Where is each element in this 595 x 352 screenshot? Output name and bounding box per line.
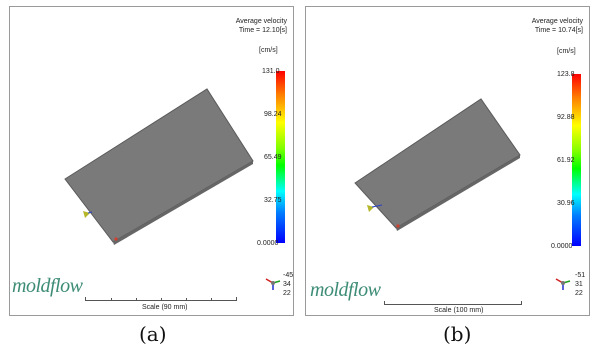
part-model[interactable] [306, 7, 589, 315]
moldflow-logo: moldflow [12, 275, 83, 297]
legend-tick: 92.88 [557, 114, 575, 121]
plate-edge [113, 161, 253, 245]
legend-tick: 0.0000 [551, 243, 573, 250]
legend-tick: 0.0000 [257, 240, 279, 247]
legend-tick: 65.49 [264, 154, 282, 161]
scale-tick [111, 298, 112, 301]
scale-tick [236, 297, 237, 300]
plate-surface [64, 88, 254, 243]
orientation-triad-icon [555, 278, 571, 290]
color-bar [276, 71, 285, 243]
vent-marker [114, 237, 118, 241]
scale-label: Scale (100 mm) [434, 307, 484, 314]
injection-axis [371, 204, 383, 208]
caption-a: (a) [139, 322, 167, 346]
legend-tick: 123.8 [557, 71, 575, 78]
part-model[interactable] [10, 7, 293, 315]
injection-cone-icon [83, 211, 90, 218]
rotation-y: 34 [283, 281, 291, 288]
scale-tick [384, 301, 385, 304]
result-name: Average velocity [531, 18, 583, 25]
scale-label: Scale (90 mm) [142, 304, 188, 311]
rotation-x: -45 [283, 272, 294, 279]
scale-tick [136, 298, 137, 301]
scale-tick [161, 298, 162, 301]
legend-title: Average velocity Time = 12.10[s] [236, 17, 287, 35]
result-name: Average velocity [235, 18, 287, 25]
legend-unit: [cm/s] [259, 47, 278, 54]
legend-tick: 98.24 [264, 111, 282, 118]
rotation-z: 22 [283, 290, 291, 297]
vent-marker [396, 224, 400, 228]
legend-tick: 61.92 [557, 157, 575, 164]
scale-tick [521, 301, 522, 304]
rotation-z: 22 [575, 290, 583, 297]
legend-tick: 131.0 [262, 68, 280, 75]
color-bar [572, 74, 581, 246]
rotation-values: -51 31 22 [575, 271, 585, 298]
result-time: Time = 10.74[s] [534, 27, 583, 34]
legend-tick: 32.75 [264, 197, 282, 204]
result-panel-a: Average velocity Time = 12.10[s] [cm/s] … [9, 6, 294, 316]
result-time: Time = 12.10[s] [238, 27, 287, 34]
scale-tick [186, 298, 187, 301]
result-panel-b: Average velocity Time = 10.74[s] [cm/s] … [305, 6, 590, 316]
legend-unit: [cm/s] [557, 48, 576, 55]
caption-b: (b) [443, 322, 472, 346]
injection-cone-icon [367, 205, 374, 212]
legend-title: Average velocity Time = 10.74[s] [532, 17, 583, 35]
rotation-x: -51 [575, 272, 586, 279]
plate-edge [396, 155, 520, 231]
moldflow-logo: moldflow [310, 279, 381, 301]
rotation-y: 31 [575, 281, 583, 288]
scale-tick [85, 297, 86, 300]
legend-tick: 30.96 [557, 200, 575, 207]
orientation-triad-icon [265, 278, 281, 290]
scale-tick [211, 298, 212, 301]
rotation-values: -45 34 22 [283, 271, 293, 298]
plate-surface [354, 98, 521, 229]
injection-axis [87, 211, 93, 214]
scale-bar [384, 304, 522, 305]
